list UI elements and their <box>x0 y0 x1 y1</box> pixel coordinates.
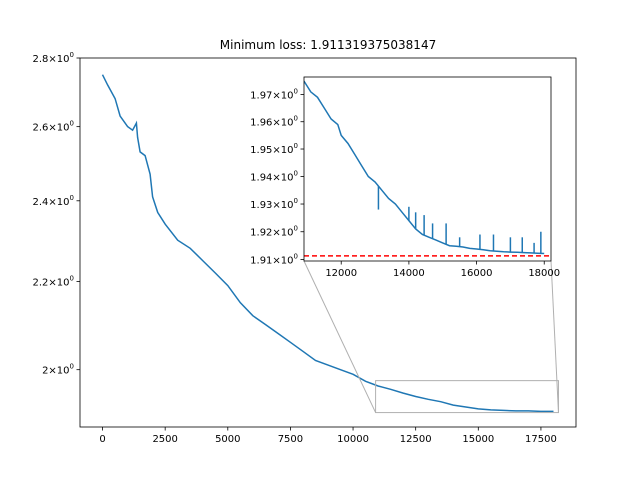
zoom-indicator <box>304 261 558 413</box>
inset-xtick-label: 12000 <box>325 268 357 279</box>
inset-ytick-label: 1.96×100 <box>250 115 298 129</box>
inset-background <box>304 77 551 261</box>
main-xtick-label: 10000 <box>337 434 369 445</box>
main-ytick-label: 2.4×100 <box>33 194 74 208</box>
inset-xtick-label: 16000 <box>461 268 493 279</box>
main-xtick-label: 0 <box>99 434 105 445</box>
inset-ytick-label: 1.91×100 <box>250 253 298 267</box>
inset-ytick-label: 1.95×100 <box>250 142 298 156</box>
main-xtick-label: 2500 <box>152 434 177 445</box>
main-ytick-label: 2.2×100 <box>33 274 74 288</box>
inset-ytick-label: 1.94×100 <box>250 169 298 183</box>
inset-ytick-label: 1.97×100 <box>250 88 298 102</box>
inset-xtick-label: 18000 <box>528 268 560 279</box>
inset-xtick-label: 14000 <box>393 268 425 279</box>
main-xtick-label: 17500 <box>525 434 557 445</box>
main-ytick-label: 2×100 <box>42 363 74 377</box>
main-ytick-label: 2.6×100 <box>33 120 74 134</box>
main-xtick-label: 12500 <box>400 434 432 445</box>
inset-axes: 12000 14000 16000 18000 1.91×100 1.92×100 1.93… <box>250 77 560 279</box>
inset-ytick-label: 1.92×100 <box>250 225 298 239</box>
inset-ytick-label: 1.93×100 <box>250 197 298 211</box>
zoom-connector-left <box>304 261 376 413</box>
chart-title: Minimum loss: 1.911319375038147 <box>220 38 436 52</box>
main-xtick-label: 5000 <box>215 434 240 445</box>
main-ytick-label: 2.8×100 <box>33 51 74 65</box>
zoom-connector-right <box>551 261 558 413</box>
main-xtick-label: 7500 <box>278 434 303 445</box>
main-xtick-label: 15000 <box>462 434 494 445</box>
